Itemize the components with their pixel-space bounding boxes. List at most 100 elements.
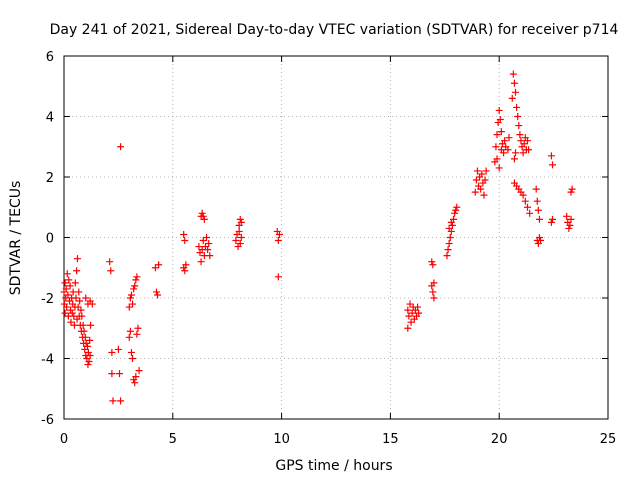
data-point	[447, 218, 455, 226]
data-point	[114, 345, 122, 353]
data-point	[82, 339, 90, 347]
data-point	[525, 146, 533, 154]
data-point	[414, 303, 422, 311]
data-point	[510, 155, 518, 163]
data-point	[78, 312, 86, 320]
y-tick-label: -6	[41, 413, 54, 428]
data-point	[236, 215, 244, 223]
data-point	[205, 240, 213, 248]
data-point	[446, 234, 454, 241]
chart-title: Day 241 of 2021, Sidereal Day-to-day VTE…	[50, 22, 619, 38]
data-point	[73, 267, 81, 275]
data-point	[181, 267, 189, 275]
data-point	[129, 300, 137, 308]
data-point	[496, 116, 504, 124]
data-point	[448, 221, 456, 229]
data-point	[521, 197, 529, 205]
data-point	[62, 285, 70, 293]
data-point	[237, 234, 245, 241]
data-point	[429, 261, 437, 269]
data-point	[515, 122, 523, 130]
x-tick-label: 25	[600, 432, 617, 447]
data-point	[492, 143, 500, 151]
data-point	[404, 324, 412, 332]
data-point	[198, 209, 206, 217]
data-point	[71, 279, 79, 287]
y-tick-label: 0	[46, 232, 54, 247]
data-point	[471, 188, 479, 196]
data-point	[473, 167, 481, 175]
data-point	[131, 282, 139, 290]
data-point	[61, 279, 69, 287]
data-point	[497, 146, 505, 154]
data-point	[523, 137, 531, 145]
data-point	[514, 113, 522, 120]
data-point	[497, 128, 505, 136]
data-point	[73, 255, 81, 263]
data-point	[86, 351, 94, 359]
y-tick-label: 6	[46, 50, 54, 65]
data-point	[117, 397, 125, 405]
data-point	[563, 212, 571, 220]
data-point	[63, 303, 71, 311]
data-point	[566, 221, 574, 229]
data-point	[115, 370, 123, 378]
data-point	[180, 230, 188, 238]
data-point	[107, 267, 115, 275]
data-point	[512, 88, 520, 96]
data-point	[199, 212, 207, 220]
data-point	[117, 143, 125, 151]
data-point	[513, 103, 521, 111]
data-point	[535, 215, 543, 223]
data-point	[127, 348, 135, 356]
data-point	[477, 185, 485, 193]
data-point	[493, 131, 501, 139]
y-tick-label: -2	[41, 292, 54, 307]
data-point	[519, 149, 527, 157]
data-point	[106, 258, 114, 266]
data-point	[66, 282, 74, 290]
data-point	[516, 131, 524, 139]
data-point	[567, 215, 575, 223]
data-point	[76, 297, 84, 305]
x-tick-label: 0	[60, 432, 68, 447]
data-point	[109, 397, 117, 405]
data-point	[510, 79, 518, 87]
data-point	[70, 321, 78, 329]
data-point	[481, 176, 489, 184]
data-point	[534, 206, 542, 214]
data-point	[77, 306, 85, 314]
data-point	[526, 209, 534, 217]
data-point	[532, 185, 540, 193]
data-point	[452, 206, 460, 214]
x-tick-label: 20	[491, 432, 508, 447]
data-point	[182, 261, 190, 269]
data-point	[508, 94, 516, 102]
data-point	[478, 170, 486, 178]
data-point	[64, 291, 72, 299]
data-point	[199, 237, 207, 245]
data-point	[406, 300, 414, 308]
data-point	[75, 288, 83, 296]
data-point	[85, 358, 93, 366]
data-point	[67, 318, 75, 326]
data-point	[565, 224, 573, 232]
x-tick-label: 15	[382, 432, 399, 447]
data-point	[415, 309, 423, 317]
x-axis-label: GPS time / hours	[275, 458, 392, 474]
data-point	[274, 237, 282, 245]
data-point	[505, 134, 513, 142]
data-point	[408, 309, 416, 317]
data-point	[235, 227, 243, 235]
data-point	[126, 327, 134, 335]
data-point	[87, 321, 95, 329]
data-point	[493, 155, 501, 163]
data-point	[134, 324, 142, 332]
axis-ticks: 0 5 10 15 20 25 -6 -4 -2 0 2 4 6	[41, 50, 616, 447]
data-point	[236, 240, 244, 248]
data-point	[132, 276, 140, 284]
data-point	[133, 273, 141, 281]
data-point	[135, 367, 143, 375]
data-point	[407, 318, 415, 326]
